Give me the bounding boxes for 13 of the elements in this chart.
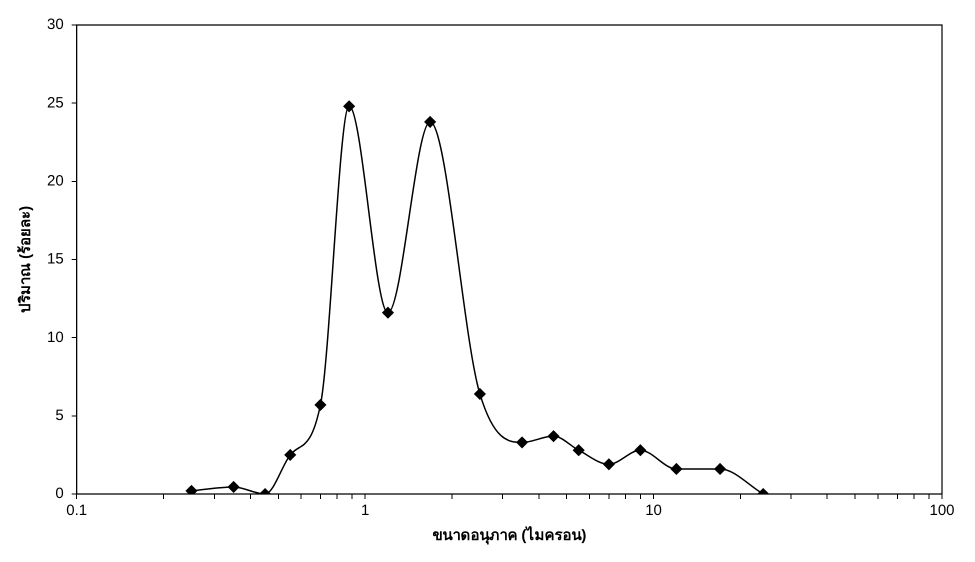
x-axis-title: ขนาดอนุภาค (ไมครอน) [432, 525, 586, 546]
y-tick-label: 20 [46, 172, 64, 190]
x-tick-label: 0.1 [66, 502, 88, 520]
x-tick-label: 1 [360, 502, 370, 520]
y-tick-label: 25 [46, 94, 64, 112]
y-tick-label: 10 [46, 328, 64, 346]
y-tick-label: 0 [55, 485, 64, 502]
y-tick-label: 5 [55, 406, 64, 424]
x-tick-label: 10 [645, 502, 662, 520]
y-tick-label: 30 [46, 16, 64, 34]
x-tick-label: 100 [929, 502, 955, 520]
y-tick-label: 15 [46, 250, 64, 268]
y-axis-title: ปริมาณ (ร้อยละ) [16, 206, 34, 314]
